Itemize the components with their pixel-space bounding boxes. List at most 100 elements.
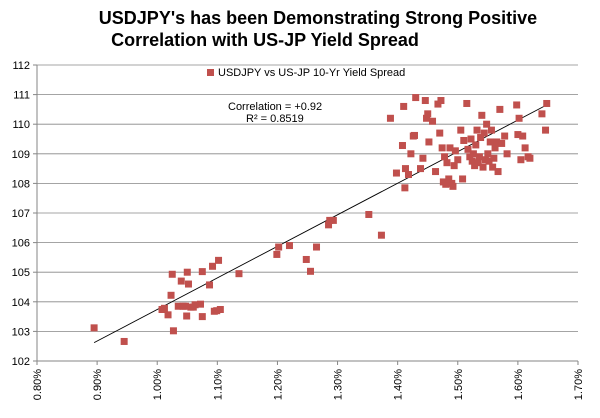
trendline-group bbox=[93, 105, 546, 344]
x-tick-label: 1.30% bbox=[333, 369, 345, 400]
data-point bbox=[365, 210, 373, 218]
data-point bbox=[489, 163, 497, 171]
data-point bbox=[329, 216, 337, 224]
data-point bbox=[307, 267, 315, 275]
data-point bbox=[493, 138, 501, 146]
chart-title-line-2: Correlation with US-JP Yield Spread bbox=[111, 30, 419, 50]
data-point bbox=[543, 99, 551, 107]
data-point bbox=[479, 163, 487, 171]
data-point bbox=[450, 162, 458, 170]
y-tick-label: 107 bbox=[12, 208, 30, 220]
data-point bbox=[215, 256, 223, 264]
data-point bbox=[454, 156, 462, 164]
y-tick-label: 108 bbox=[12, 178, 30, 190]
data-point bbox=[467, 135, 475, 143]
data-point bbox=[513, 101, 521, 109]
data-point bbox=[457, 126, 465, 134]
data-point bbox=[432, 168, 440, 176]
data-point bbox=[464, 145, 472, 153]
y-tick-label: 106 bbox=[12, 238, 30, 250]
data-point bbox=[443, 159, 451, 167]
data-point bbox=[460, 136, 468, 144]
data-point bbox=[90, 324, 98, 332]
data-point bbox=[487, 126, 495, 134]
y-tick-label: 103 bbox=[12, 326, 30, 338]
data-point bbox=[445, 175, 453, 183]
data-point bbox=[164, 311, 172, 319]
data-point bbox=[213, 307, 221, 315]
x-tick-label: 1.10% bbox=[212, 369, 224, 400]
legend: USDJPY vs US-JP 10-Yr Yield Spread bbox=[207, 67, 405, 79]
data-point bbox=[515, 114, 523, 122]
x-tick-label: 1.50% bbox=[453, 369, 465, 400]
data-point bbox=[442, 180, 450, 188]
data-point bbox=[313, 243, 321, 251]
data-point bbox=[494, 168, 502, 176]
data-point bbox=[400, 102, 408, 110]
data-point bbox=[459, 175, 467, 183]
data-point bbox=[421, 97, 429, 105]
data-point bbox=[429, 117, 437, 125]
y-tick-label: 102 bbox=[12, 356, 30, 368]
data-point bbox=[412, 94, 420, 102]
data-point bbox=[181, 302, 189, 310]
data-point bbox=[466, 153, 474, 161]
data-point bbox=[542, 126, 550, 134]
y-tick-label: 110 bbox=[12, 119, 30, 131]
data-point bbox=[477, 134, 485, 142]
data-point bbox=[424, 110, 432, 118]
data-point bbox=[386, 114, 394, 122]
data-point bbox=[184, 280, 192, 288]
y-axis-ticks: 102 103 104 105 106 107 108 109 110 111 112 bbox=[12, 60, 37, 368]
data-point bbox=[475, 153, 483, 161]
data-point bbox=[198, 268, 206, 276]
x-tick-label: 0.90% bbox=[92, 369, 104, 400]
data-point bbox=[197, 300, 205, 308]
data-point bbox=[517, 156, 525, 164]
legend-label: USDJPY vs US-JP 10-Yr Yield Spread bbox=[218, 67, 405, 79]
data-point bbox=[423, 114, 431, 122]
data-point bbox=[451, 147, 459, 155]
data-point bbox=[437, 97, 445, 105]
data-point bbox=[183, 268, 191, 276]
legend-marker bbox=[207, 69, 214, 76]
chart-title-line-1: USDJPY's has been Demonstrating Strong P… bbox=[99, 8, 537, 28]
data-point bbox=[471, 162, 479, 170]
data-point bbox=[485, 157, 493, 165]
data-point bbox=[326, 216, 334, 224]
data-point bbox=[169, 327, 177, 335]
data-point bbox=[419, 154, 427, 162]
y-tick-label: 109 bbox=[12, 149, 30, 161]
data-points bbox=[90, 94, 551, 345]
y-tick-label: 105 bbox=[12, 267, 30, 279]
data-point bbox=[120, 337, 128, 345]
correlation-text: Correlation = +0.92 bbox=[228, 101, 322, 113]
data-point bbox=[216, 305, 224, 313]
x-tick-label: 1.20% bbox=[272, 369, 284, 400]
data-point bbox=[491, 144, 499, 152]
data-point bbox=[469, 150, 477, 158]
data-point bbox=[483, 120, 491, 128]
data-point bbox=[496, 105, 504, 113]
data-point bbox=[174, 302, 182, 310]
data-point bbox=[526, 154, 534, 162]
data-point bbox=[198, 313, 206, 321]
x-tick-label: 1.40% bbox=[393, 369, 405, 400]
data-point bbox=[478, 111, 486, 119]
data-point bbox=[417, 165, 425, 173]
data-point bbox=[490, 154, 498, 162]
data-point bbox=[486, 138, 494, 146]
data-point bbox=[160, 304, 168, 312]
x-tick-label: 1.60% bbox=[513, 369, 525, 400]
data-point bbox=[398, 142, 406, 150]
data-point bbox=[425, 138, 433, 146]
data-point bbox=[498, 139, 506, 147]
data-point bbox=[480, 129, 488, 137]
data-point bbox=[410, 131, 418, 139]
data-point bbox=[538, 110, 546, 118]
x-axis-ticks: 0.80% 0.90% 1.00% 1.10% 1.20% 1.30% 1.40% 1.50%… bbox=[32, 361, 585, 400]
x-tick-label: 1.00% bbox=[152, 369, 164, 400]
data-point bbox=[436, 129, 444, 137]
data-point bbox=[168, 270, 176, 278]
